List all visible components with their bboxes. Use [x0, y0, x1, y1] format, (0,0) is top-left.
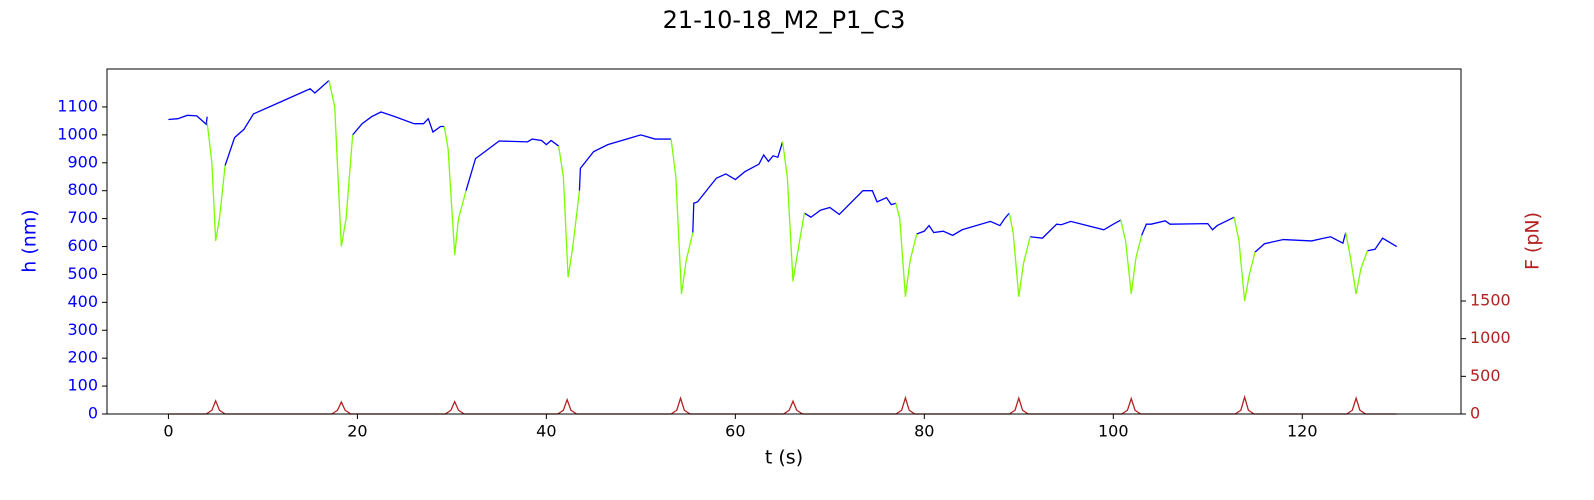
x-tick-label: 20 [347, 422, 367, 441]
x-tick-label: 100 [1098, 422, 1129, 441]
x-tick-label: 60 [725, 422, 745, 441]
y2-tick-label: 1000 [1470, 328, 1511, 347]
x-tick-label: 80 [914, 422, 934, 441]
y-tick-label: 300 [67, 320, 98, 339]
y-tick-label: 0 [88, 404, 98, 423]
y2-tick-label: 1500 [1470, 291, 1511, 310]
series-line [206, 80, 1369, 302]
x-tick-label: 40 [536, 422, 556, 441]
y2-axis-label: F (pN) [1522, 212, 1544, 270]
y-tick-label: 700 [67, 208, 98, 227]
y-tick-label: 900 [67, 152, 98, 171]
y-axis-label: h (nm) [19, 209, 41, 272]
y2-tick-label: 500 [1470, 366, 1501, 385]
y-tick-label: 200 [67, 348, 98, 367]
plot-frame [106, 68, 1462, 415]
y-tick-label: 1000 [57, 124, 98, 143]
y-tick-label: 400 [67, 292, 98, 311]
y-tick-label: 600 [67, 236, 98, 255]
series-line [168, 394, 1397, 415]
y-tick-label: 500 [67, 264, 98, 283]
x-axis-label: t (s) [765, 447, 803, 469]
y-tick-label: 100 [67, 376, 98, 395]
series-line [168, 79, 1398, 253]
y-tick-label: 800 [67, 180, 98, 199]
y2-tick-label: 0 [1470, 404, 1480, 423]
x-tick-label: 0 [163, 422, 173, 441]
chart-title: 21-10-18_M2_P1_C3 [663, 6, 906, 34]
y-tick-label: 1100 [57, 96, 98, 115]
x-tick-label: 120 [1287, 422, 1318, 441]
